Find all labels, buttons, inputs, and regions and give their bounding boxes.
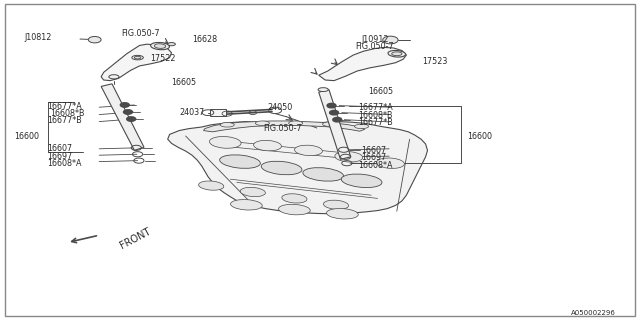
- Text: 16677*A: 16677*A: [47, 102, 81, 111]
- Text: 16600: 16600: [467, 132, 492, 141]
- Ellipse shape: [294, 145, 323, 156]
- Ellipse shape: [150, 43, 170, 50]
- Text: 16677*B: 16677*B: [47, 116, 81, 125]
- Text: 16608*B: 16608*B: [51, 109, 85, 118]
- Ellipse shape: [341, 174, 382, 188]
- Text: 16697: 16697: [47, 152, 72, 161]
- Text: 16608*A: 16608*A: [358, 161, 393, 170]
- Ellipse shape: [355, 124, 369, 129]
- Text: FIG.050-7: FIG.050-7: [264, 124, 302, 132]
- Polygon shape: [204, 121, 365, 132]
- Text: 24037: 24037: [179, 108, 204, 117]
- Polygon shape: [319, 90, 351, 159]
- Text: 16605: 16605: [172, 78, 196, 87]
- Circle shape: [327, 103, 336, 108]
- Ellipse shape: [209, 137, 241, 148]
- Text: FIG.050-7: FIG.050-7: [355, 42, 394, 51]
- Ellipse shape: [318, 88, 328, 92]
- Text: 17522: 17522: [150, 54, 176, 63]
- Text: 16600: 16600: [14, 132, 39, 141]
- Circle shape: [124, 110, 132, 114]
- Text: 17523: 17523: [422, 57, 448, 66]
- Text: J10812: J10812: [24, 33, 52, 42]
- Ellipse shape: [154, 44, 166, 48]
- Polygon shape: [168, 122, 428, 214]
- Text: A050002296: A050002296: [571, 310, 616, 316]
- Text: FRONT: FRONT: [118, 226, 152, 251]
- Text: 16697: 16697: [362, 153, 387, 162]
- Text: 16608*B: 16608*B: [358, 111, 393, 120]
- Ellipse shape: [168, 43, 175, 46]
- Circle shape: [383, 36, 398, 44]
- Ellipse shape: [261, 161, 302, 175]
- Ellipse shape: [198, 181, 224, 190]
- Ellipse shape: [255, 121, 269, 125]
- Text: 24050: 24050: [268, 103, 292, 112]
- Ellipse shape: [278, 204, 310, 215]
- Ellipse shape: [303, 168, 344, 181]
- Bar: [210, 109, 226, 116]
- Ellipse shape: [289, 121, 303, 125]
- Text: 16677*A: 16677*A: [358, 103, 393, 112]
- Ellipse shape: [376, 158, 404, 168]
- Ellipse shape: [253, 140, 282, 151]
- Circle shape: [88, 36, 101, 43]
- Ellipse shape: [335, 152, 363, 162]
- Ellipse shape: [392, 52, 402, 56]
- Ellipse shape: [134, 56, 141, 59]
- Circle shape: [127, 117, 136, 121]
- Ellipse shape: [326, 209, 358, 219]
- Circle shape: [333, 117, 342, 122]
- Ellipse shape: [109, 75, 119, 79]
- Ellipse shape: [220, 155, 260, 168]
- Circle shape: [330, 110, 339, 115]
- Text: 16628: 16628: [192, 35, 217, 44]
- Polygon shape: [101, 84, 144, 150]
- Ellipse shape: [282, 194, 307, 203]
- Text: 16608*A: 16608*A: [47, 159, 81, 168]
- Circle shape: [120, 103, 129, 107]
- Polygon shape: [319, 47, 406, 81]
- Ellipse shape: [388, 51, 406, 57]
- Ellipse shape: [323, 200, 349, 209]
- Ellipse shape: [230, 200, 262, 210]
- Polygon shape: [101, 44, 172, 81]
- Ellipse shape: [240, 188, 266, 196]
- Ellipse shape: [323, 122, 337, 126]
- Text: 16605: 16605: [368, 87, 393, 96]
- Text: 16677*B: 16677*B: [358, 118, 393, 127]
- Text: 16607: 16607: [362, 146, 387, 155]
- Ellipse shape: [132, 55, 143, 60]
- Text: J10912: J10912: [362, 35, 389, 44]
- Text: FIG.050-7: FIG.050-7: [122, 29, 160, 38]
- Ellipse shape: [220, 123, 234, 127]
- Text: 16607: 16607: [47, 144, 72, 153]
